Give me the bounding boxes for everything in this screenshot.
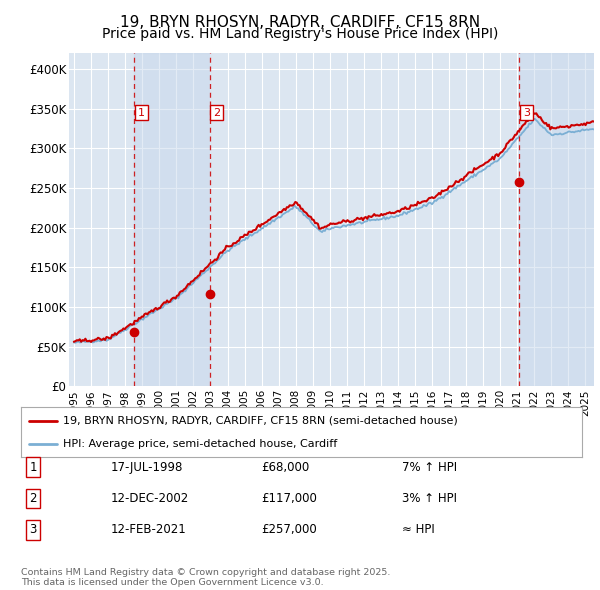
Text: £68,000: £68,000 xyxy=(261,461,309,474)
Text: £117,000: £117,000 xyxy=(261,492,317,505)
Text: 3: 3 xyxy=(29,523,37,536)
Text: 1: 1 xyxy=(29,461,37,474)
Text: 2: 2 xyxy=(213,107,220,117)
Text: 19, BRYN RHOSYN, RADYR, CARDIFF, CF15 8RN (semi-detached house): 19, BRYN RHOSYN, RADYR, CARDIFF, CF15 8R… xyxy=(63,415,458,425)
Text: Contains HM Land Registry data © Crown copyright and database right 2025.
This d: Contains HM Land Registry data © Crown c… xyxy=(21,568,391,587)
Bar xyxy=(520,53,600,386)
Text: 12-FEB-2021: 12-FEB-2021 xyxy=(111,523,187,536)
Text: 1: 1 xyxy=(138,107,145,117)
Text: 12-DEC-2002: 12-DEC-2002 xyxy=(111,492,189,505)
Text: ≈ HPI: ≈ HPI xyxy=(402,523,435,536)
Bar xyxy=(134,53,209,386)
Text: 3: 3 xyxy=(523,107,530,117)
Text: 17-JUL-1998: 17-JUL-1998 xyxy=(111,461,184,474)
Text: 3% ↑ HPI: 3% ↑ HPI xyxy=(402,492,457,505)
Text: 2: 2 xyxy=(29,492,37,505)
Text: 19, BRYN RHOSYN, RADYR, CARDIFF, CF15 8RN: 19, BRYN RHOSYN, RADYR, CARDIFF, CF15 8R… xyxy=(120,15,480,30)
Text: Price paid vs. HM Land Registry's House Price Index (HPI): Price paid vs. HM Land Registry's House … xyxy=(102,27,498,41)
Text: £257,000: £257,000 xyxy=(261,523,317,536)
Text: 7% ↑ HPI: 7% ↑ HPI xyxy=(402,461,457,474)
Text: HPI: Average price, semi-detached house, Cardiff: HPI: Average price, semi-detached house,… xyxy=(63,439,337,449)
